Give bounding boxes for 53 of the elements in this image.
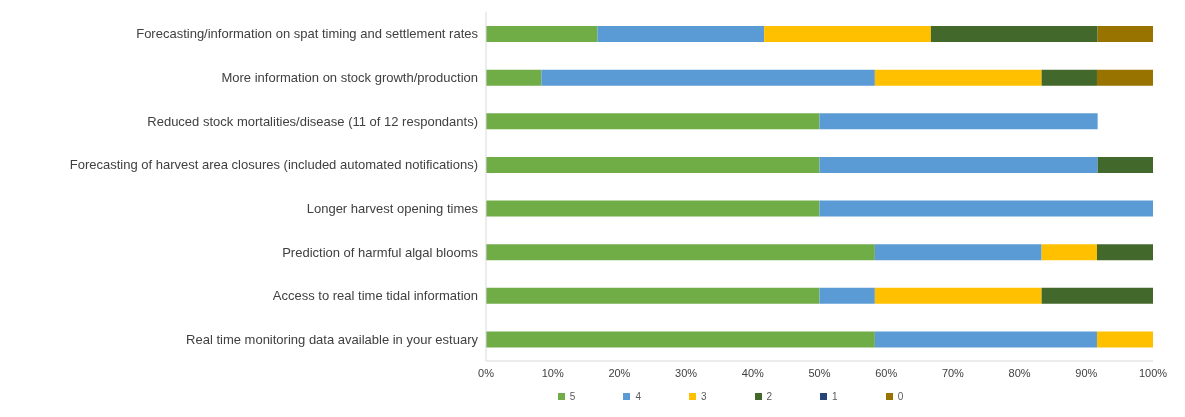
bar <box>1096 244 1153 261</box>
bar <box>486 113 820 130</box>
bar <box>819 287 875 304</box>
bar <box>486 287 820 304</box>
bar <box>819 156 1098 173</box>
bar <box>1041 244 1097 261</box>
bar <box>597 26 765 42</box>
bar <box>1097 26 1153 42</box>
x-tick-label: 100% <box>1138 366 1168 379</box>
bar <box>486 156 820 173</box>
bar <box>1097 156 1153 173</box>
bar <box>930 26 1098 42</box>
bar <box>486 69 542 86</box>
y-tick-label: More information on stock growth/production <box>221 70 478 86</box>
bar <box>1096 331 1153 348</box>
bar <box>874 69 1042 86</box>
x-tick-label: 0% <box>478 366 495 379</box>
x-tick-label: 20% <box>608 366 631 379</box>
bar <box>1041 287 1153 304</box>
legend-label: 1 <box>831 391 838 402</box>
bar <box>874 287 1042 304</box>
bar <box>764 26 931 42</box>
legend-label: 5 <box>568 391 576 402</box>
bar <box>1041 69 1097 86</box>
bar <box>819 200 1153 217</box>
x-tick-label: 90% <box>1075 366 1098 379</box>
bar <box>486 200 820 217</box>
y-tick-label: Prediction of harmful algal blooms <box>282 244 479 260</box>
bar <box>819 113 1098 130</box>
legend-label: 4 <box>634 391 641 402</box>
bar <box>1096 69 1153 86</box>
bar <box>874 244 1042 261</box>
y-tick-label: Reduced stock mortalities/disease (11 of 12 respondants) <box>147 113 478 129</box>
y-tick-label: Forecasting of harvest area closures (included automated notifications) <box>69 157 478 173</box>
x-tick-label: 30% <box>675 366 698 379</box>
y-tick-label: Forecasting/information on spat timing and settlement rates <box>136 26 479 42</box>
x-tick-label: 10% <box>541 366 564 379</box>
x-tick-label: 50% <box>808 366 831 379</box>
x-tick-label: 60% <box>875 366 898 379</box>
legend-label: 0 <box>896 391 904 402</box>
bar <box>874 331 1097 348</box>
legend-label: 2 <box>765 391 773 402</box>
legend-label: 3 <box>699 391 707 402</box>
y-tick-label: Longer harvest opening times <box>306 200 479 216</box>
y-tick-label: Access to real time tidal information <box>272 288 478 304</box>
bar <box>486 331 875 348</box>
bar <box>486 244 875 261</box>
bar <box>541 69 875 86</box>
x-tick-label: 80% <box>1008 366 1031 379</box>
y-tick-label: Real time monitoring data available in your estuary <box>186 331 479 347</box>
x-tick-label: 70% <box>941 366 965 379</box>
x-tick-label: 40% <box>741 366 765 379</box>
bar <box>486 26 598 42</box>
